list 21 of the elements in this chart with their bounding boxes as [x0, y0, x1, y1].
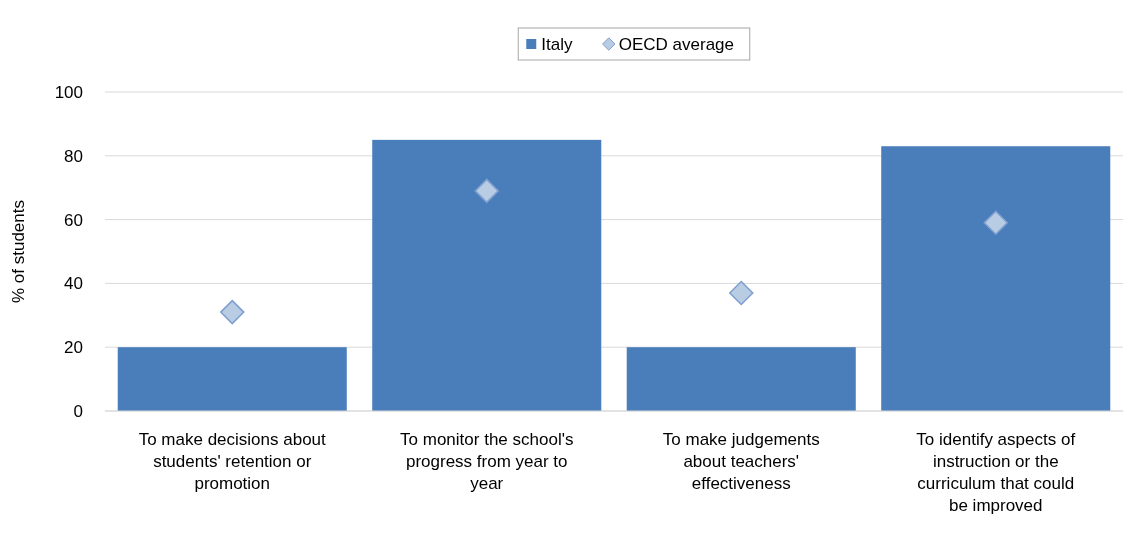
bar [626, 347, 856, 411]
y-tick-label: 60 [64, 210, 83, 230]
x-tick-label: To make decisions about students' retention or promotion [138, 430, 327, 493]
y-tick-label: 0 [73, 401, 83, 421]
point [219, 299, 245, 325]
bar [117, 347, 347, 411]
point [983, 210, 1009, 236]
y-tick-label: 20 [64, 338, 83, 358]
y-tick-label: 100 [54, 82, 83, 102]
bar [372, 139, 602, 411]
x-tick-label: To identify aspects of instruction or the curriculum that could be improved [916, 430, 1076, 515]
x-tick-label: To make judgements about teachers' effectiveness [662, 430, 820, 493]
point [728, 280, 754, 306]
y-tick-label: 80 [64, 146, 83, 166]
legend-label: OECD average [618, 34, 735, 54]
y-axis-title: % of students [9, 199, 28, 304]
x-tick-label: To monitor the school's progress from year to year [400, 430, 574, 493]
point [474, 178, 500, 204]
y-tick-label: 40 [64, 274, 83, 294]
bar [881, 146, 1111, 411]
legend-label: Italy [541, 34, 573, 54]
